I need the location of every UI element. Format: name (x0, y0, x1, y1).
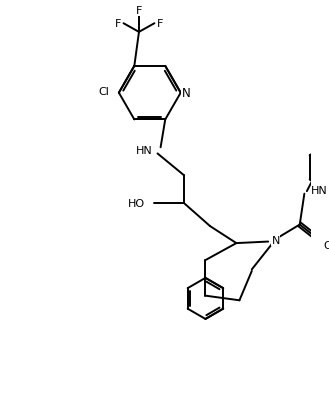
Text: N: N (182, 87, 190, 100)
Text: O: O (323, 240, 329, 250)
Text: HN: HN (136, 146, 153, 156)
Text: F: F (157, 19, 163, 29)
Text: N: N (271, 236, 280, 245)
Text: F: F (136, 6, 142, 16)
Text: HN: HN (311, 185, 328, 196)
Text: Cl: Cl (99, 87, 110, 97)
Text: F: F (115, 19, 121, 29)
Text: HO: HO (128, 198, 145, 209)
